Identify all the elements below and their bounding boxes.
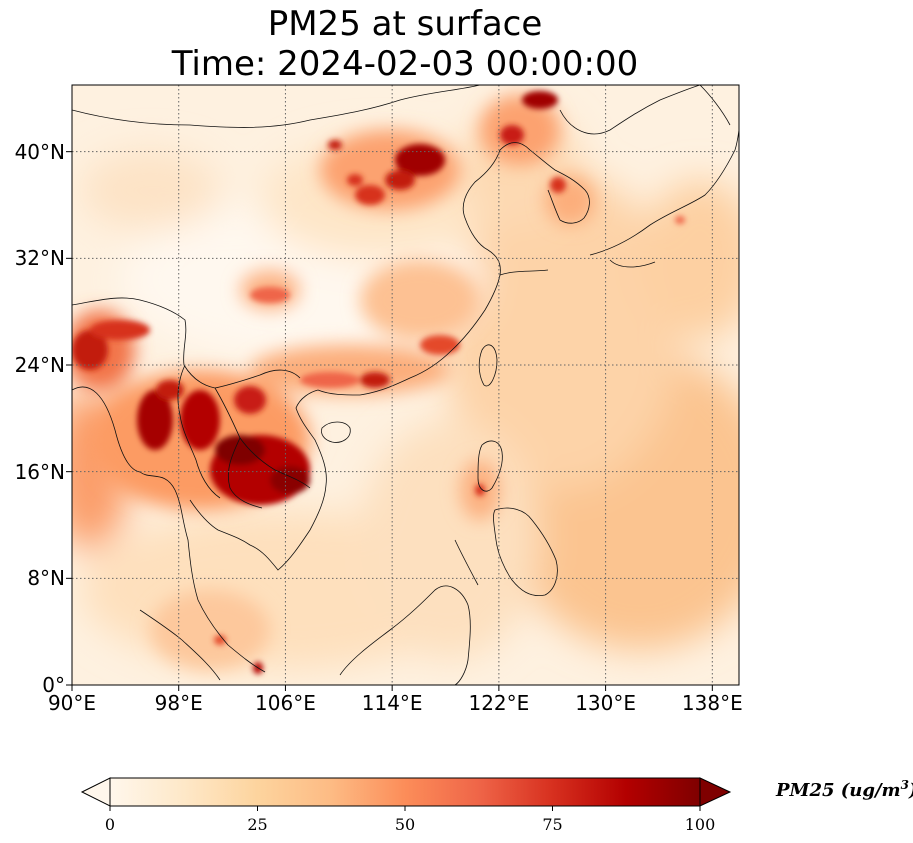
gridlines [72, 85, 739, 685]
lat-tick-label: 0° [42, 673, 65, 697]
colorbar-tick-label: 0 [104, 815, 116, 834]
lon-tick-label: 90°E [47, 691, 97, 715]
lon-tick-label: 138°E [681, 691, 743, 715]
colorbar-tick-label: 50 [394, 815, 416, 834]
lon-tick-label: 114°E [361, 691, 423, 715]
colorbar-gradient [109, 777, 701, 807]
lat-tick-label: 40°N [14, 139, 65, 164]
colorbar-min-extension [80, 777, 111, 807]
colorbar-max-extension [699, 777, 732, 807]
lat-tick-label: 16°N [14, 459, 65, 484]
lon-tick-label: 98°E [154, 691, 203, 715]
map-timestamp: Time: 2024-02-03 00:00:00 [171, 44, 639, 84]
pm25-field [72, 85, 739, 685]
map-frame [71, 84, 740, 686]
lon-tick-label: 130°E [575, 691, 636, 715]
lon-tick-label: 122°E [468, 691, 530, 715]
colorbar [80, 777, 732, 811]
colorbar-tick-label: 100 [684, 815, 716, 834]
colorbar-tick-label: 25 [247, 815, 268, 834]
colorbar-tick-label: 75 [542, 815, 563, 834]
lat-tick-label: 8°N [27, 566, 65, 591]
colorbar-label: PM25 (ug/m3) [776, 778, 913, 801]
lat-tick-label: 32°N [14, 246, 65, 271]
axis-ticks [66, 151, 713, 691]
map-title: PM25 at surface [267, 4, 543, 44]
lon-tick-label: 106°E [255, 691, 316, 715]
coastlines [72, 85, 739, 685]
lat-tick-label: 24°N [14, 353, 65, 377]
